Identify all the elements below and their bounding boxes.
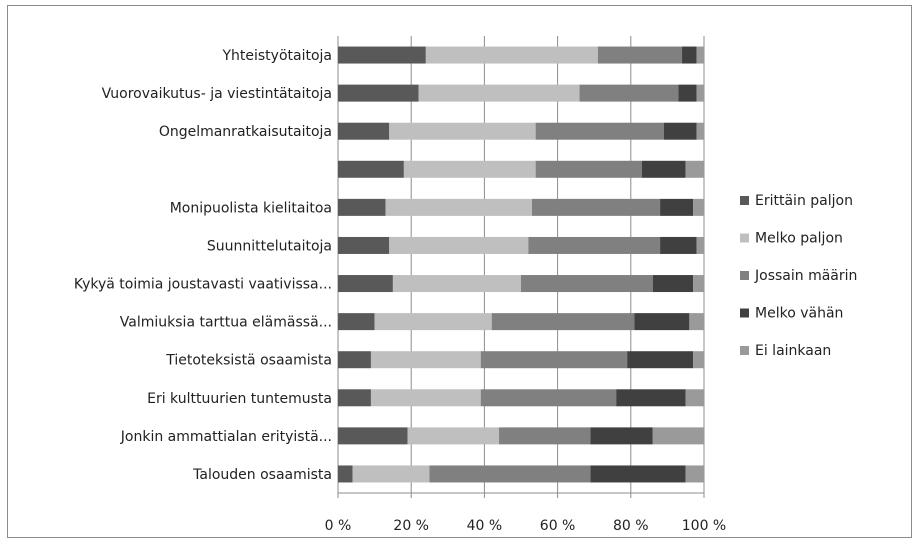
bar-segment xyxy=(678,84,697,102)
bar-segment xyxy=(641,160,686,178)
legend-label: Ei lainkaan xyxy=(755,343,831,359)
bar-segment xyxy=(597,46,683,64)
legend-label: Jossain määrin xyxy=(754,268,857,284)
bar-segment xyxy=(338,275,393,293)
legend-swatch xyxy=(740,196,749,205)
x-tick-label: 100 % xyxy=(682,518,726,534)
bar-segment xyxy=(389,236,529,254)
bar-segment xyxy=(521,275,653,293)
category-label: Eri kulttuurien tuntemusta xyxy=(147,391,332,407)
bar-segment xyxy=(385,198,532,216)
bar-segment xyxy=(374,313,492,331)
bar-segment xyxy=(338,389,371,407)
bar-segment xyxy=(338,313,375,331)
legend-label: Melko paljon xyxy=(755,231,843,247)
x-tick-label: 0 % xyxy=(325,518,352,534)
bar-segment xyxy=(682,46,697,64)
bar-segment xyxy=(338,465,353,483)
bar-segment xyxy=(352,465,430,483)
x-tick-label: 60 % xyxy=(540,518,576,534)
category-label: Vuorovaikutus- ja viestintätaitoja xyxy=(102,86,332,102)
bar-segment xyxy=(660,236,697,254)
bar-segment xyxy=(389,122,536,140)
legend-label: Melko vähän xyxy=(755,306,843,322)
bar-segment xyxy=(616,389,686,407)
legend-swatch xyxy=(740,271,749,280)
bar-segment xyxy=(535,122,664,140)
bar-segment xyxy=(660,198,694,216)
bar-segment xyxy=(338,160,404,178)
bar-segment xyxy=(370,389,481,407)
bar-segment xyxy=(480,389,617,407)
bar-segment xyxy=(590,465,686,483)
category-label: Tietoteksistä osaamista xyxy=(165,353,332,369)
bar-segment xyxy=(338,236,390,254)
bar-segment xyxy=(685,465,704,483)
bar-segment xyxy=(403,160,536,178)
x-tick-label: 40 % xyxy=(467,518,503,534)
bar-segment xyxy=(693,275,704,293)
bar-segment xyxy=(338,84,419,102)
category-label: Talouden osaamista xyxy=(192,467,332,483)
legend-swatch xyxy=(740,233,749,243)
bar-segment xyxy=(696,236,704,254)
bar-segment xyxy=(693,198,704,216)
bar-segment xyxy=(338,427,408,445)
bar-segment xyxy=(338,122,390,140)
bar-segment xyxy=(425,46,598,64)
bar-segment xyxy=(535,160,642,178)
bar-segment xyxy=(338,351,371,369)
legend-label: Erittäin paljon xyxy=(755,193,853,209)
bar-segment xyxy=(689,313,704,331)
bar-segment xyxy=(696,46,704,64)
x-tick-label: 20 % xyxy=(393,518,429,534)
bar-segment xyxy=(627,351,694,369)
bar-segment xyxy=(528,236,661,254)
bar-segment xyxy=(634,313,690,331)
bar-segment xyxy=(652,427,704,445)
category-label: Ongelmanratkaisutaitoja xyxy=(159,124,332,140)
x-tick-label: 80 % xyxy=(613,518,649,534)
category-label: Kykyä toimia joustavasti vaativissa... xyxy=(74,277,332,293)
bar-segment xyxy=(407,427,500,445)
bar-segment xyxy=(579,84,679,102)
bar-segment xyxy=(370,351,481,369)
bar-segment xyxy=(685,389,704,407)
bar-segment xyxy=(418,84,580,102)
category-label: Yhteistyötaitoja xyxy=(221,48,332,64)
bar-segment xyxy=(685,160,704,178)
bar-segment xyxy=(663,122,697,140)
bar-segment xyxy=(693,351,704,369)
bar-segment xyxy=(491,313,635,331)
bar-segment xyxy=(499,427,591,445)
category-label: Jonkin ammattialan erityistä... xyxy=(120,429,332,445)
bar-segment xyxy=(531,198,661,216)
legend-swatch xyxy=(740,346,749,355)
bar-segment xyxy=(480,351,628,369)
category-label: Suunnittelutaitoja xyxy=(207,238,332,254)
bar-segment xyxy=(338,46,426,64)
category-label: Valmiuksia tarttua elämässä... xyxy=(120,315,332,331)
bar-segment xyxy=(338,198,386,216)
bar-segment xyxy=(392,275,521,293)
bar-segment xyxy=(652,275,694,293)
legend-swatch xyxy=(740,308,749,318)
bar-segment xyxy=(590,427,653,445)
category-label: Monipuolista kielitaitoa xyxy=(170,200,332,216)
bar-segment xyxy=(429,465,591,483)
bar-segment xyxy=(696,84,704,102)
bar-segment xyxy=(696,122,704,140)
